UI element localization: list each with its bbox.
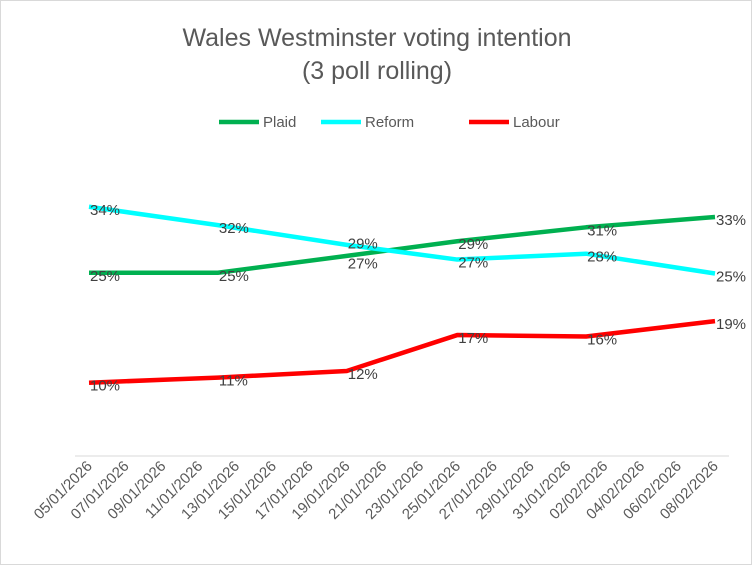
data-label: 12% bbox=[348, 366, 378, 383]
data-label: 25% bbox=[90, 268, 120, 285]
data-label: 34% bbox=[90, 202, 120, 219]
series-line-labour bbox=[88, 318, 716, 385]
data-label: 16% bbox=[587, 332, 617, 349]
data-label: 17% bbox=[458, 330, 488, 347]
legend-label: Plaid bbox=[263, 114, 296, 131]
data-label: 31% bbox=[587, 222, 617, 239]
data-label: 10% bbox=[90, 378, 120, 395]
chart-title-line1: Wales Westminster voting intention bbox=[182, 24, 571, 52]
series-line-plaid bbox=[89, 214, 716, 275]
data-label: 25% bbox=[716, 268, 746, 285]
data-label: 32% bbox=[219, 220, 249, 237]
data-label: 19% bbox=[716, 316, 746, 333]
legend: Plaid Reform Labour bbox=[219, 114, 560, 131]
data-label: 33% bbox=[716, 212, 746, 229]
data-label: 29% bbox=[348, 235, 378, 252]
data-label: 29% bbox=[458, 236, 488, 253]
data-label: 27% bbox=[348, 255, 378, 272]
data-label: 11% bbox=[219, 373, 248, 390]
data-label: 28% bbox=[587, 249, 617, 266]
data-label: 25% bbox=[219, 268, 249, 285]
chart-title-line2: (3 poll rolling) bbox=[302, 57, 452, 85]
series-line-reform bbox=[88, 204, 716, 276]
legend-label: Reform bbox=[365, 114, 414, 131]
legend-label: Labour bbox=[513, 114, 560, 131]
data-label: 27% bbox=[458, 255, 488, 272]
